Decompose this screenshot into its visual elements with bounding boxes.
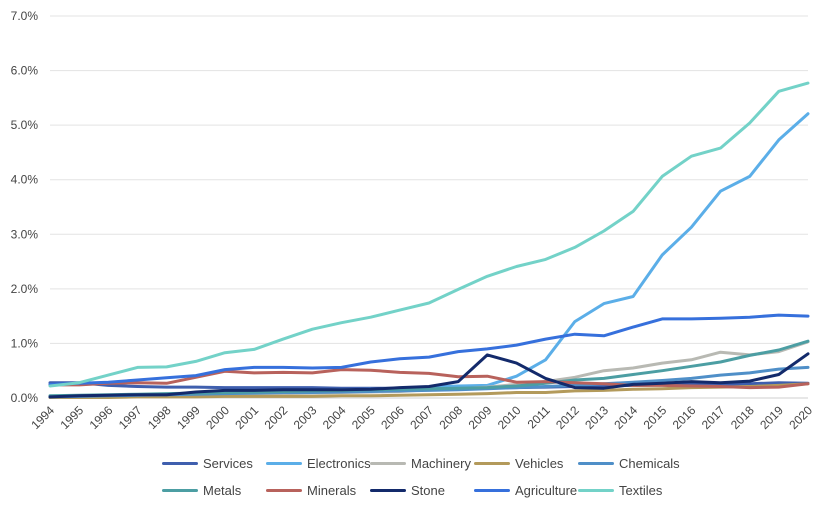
legend-label: Stone xyxy=(411,482,445,498)
x-tick-label: 1997 xyxy=(116,403,145,432)
y-axis-tick-labels: 0.0% 1.0% 2.0% 3.0% 4.0% 5.0% 6.0% 7.0% xyxy=(11,9,39,405)
legend-swatch xyxy=(370,488,406,492)
x-tick-label: 2016 xyxy=(670,403,699,432)
legend-label: Minerals xyxy=(307,482,357,498)
y-tick-label: 1.0% xyxy=(11,336,39,350)
x-tick-label: 2020 xyxy=(786,403,815,432)
x-tick-label: 2008 xyxy=(436,403,465,432)
x-tick-label: 2005 xyxy=(349,403,378,432)
x-tick-label: 2010 xyxy=(495,403,524,432)
x-tick-label: 2017 xyxy=(699,403,728,432)
legend-item-electronics: Electronics xyxy=(266,452,371,474)
legend-item-agriculture: Agriculture xyxy=(474,479,577,501)
x-tick-label: 2000 xyxy=(203,403,232,432)
series-line-minerals xyxy=(48,368,810,390)
legend-swatch xyxy=(474,461,510,465)
legend-label: Electronics xyxy=(307,455,371,471)
x-tick-label: 2006 xyxy=(378,403,407,432)
legend-item-minerals: Minerals xyxy=(266,479,356,501)
series-line-agriculture xyxy=(48,313,810,386)
legend-label: Machinery xyxy=(411,455,471,471)
x-tick-label: 2003 xyxy=(291,403,320,432)
y-tick-label: 2.0% xyxy=(11,282,39,296)
y-tick-label: 3.0% xyxy=(11,227,39,241)
legend-item-vehicles: Vehicles xyxy=(474,452,563,474)
legend-swatch xyxy=(578,461,614,465)
legend-swatch xyxy=(162,461,198,465)
series-lines xyxy=(48,81,810,399)
legend-item-services: Services xyxy=(162,452,253,474)
legend-label: Textiles xyxy=(619,482,663,498)
x-tick-label: 2009 xyxy=(466,403,495,432)
x-axis-tick-labels: 1994 1995 1996 1997 1998 1999 2000 2001 2002 2003… xyxy=(28,403,815,432)
x-tick-label: 2007 xyxy=(407,403,436,432)
x-tick-label: 1999 xyxy=(174,403,203,432)
x-tick-label: 1995 xyxy=(57,403,86,432)
legend-label: Chemicals xyxy=(619,455,680,471)
legend-row: Metals Minerals Stone Agriculture Textiles xyxy=(0,479,834,501)
x-tick-label: 2013 xyxy=(582,403,611,432)
x-tick-label: 2002 xyxy=(262,403,291,432)
series-line-textiles xyxy=(48,81,810,388)
legend-row: Services Electronics Machinery Vehicles Chem… xyxy=(0,452,834,474)
x-tick-label: 2015 xyxy=(641,403,670,432)
legend-swatch xyxy=(266,461,302,465)
legend-item-textiles: Textiles xyxy=(578,479,662,501)
x-tick-label: 2012 xyxy=(553,403,582,432)
x-tick-label: 2004 xyxy=(320,403,349,432)
series-line-vehicles xyxy=(48,382,810,399)
x-tick-label: 2011 xyxy=(525,403,553,431)
x-tick-label: 1996 xyxy=(87,403,116,432)
legend-item-stone: Stone xyxy=(370,479,445,501)
legend-item-machinery: Machinery xyxy=(370,452,471,474)
legend-swatch xyxy=(474,488,510,492)
legend-label: Vehicles xyxy=(515,455,564,471)
gridlines xyxy=(50,15,808,399)
legend-label: Agriculture xyxy=(515,482,578,498)
y-tick-label: 7.0% xyxy=(11,9,39,23)
x-tick-label: 2018 xyxy=(728,403,757,432)
legend-swatch xyxy=(266,488,302,492)
y-tick-label: 0.0% xyxy=(11,391,39,405)
x-tick-label: 1994 xyxy=(28,403,57,432)
legend-swatch xyxy=(162,488,198,492)
legend-swatch xyxy=(578,488,614,492)
x-tick-label: 2001 xyxy=(232,403,261,432)
x-tick-label: 2014 xyxy=(611,403,640,432)
x-tick-label: 1998 xyxy=(145,403,174,432)
series-line-stone xyxy=(48,352,810,399)
x-tick-label: 2019 xyxy=(757,403,786,432)
legend-swatch xyxy=(370,461,406,465)
legend-item-metals: Metals xyxy=(162,479,241,501)
y-tick-label: 5.0% xyxy=(11,118,39,132)
legend-item-chemicals: Chemicals xyxy=(578,452,680,474)
y-tick-label: 4.0% xyxy=(11,173,39,187)
y-tick-label: 6.0% xyxy=(11,64,39,78)
legend-label: Services xyxy=(203,455,253,471)
legend-label: Metals xyxy=(203,482,242,498)
